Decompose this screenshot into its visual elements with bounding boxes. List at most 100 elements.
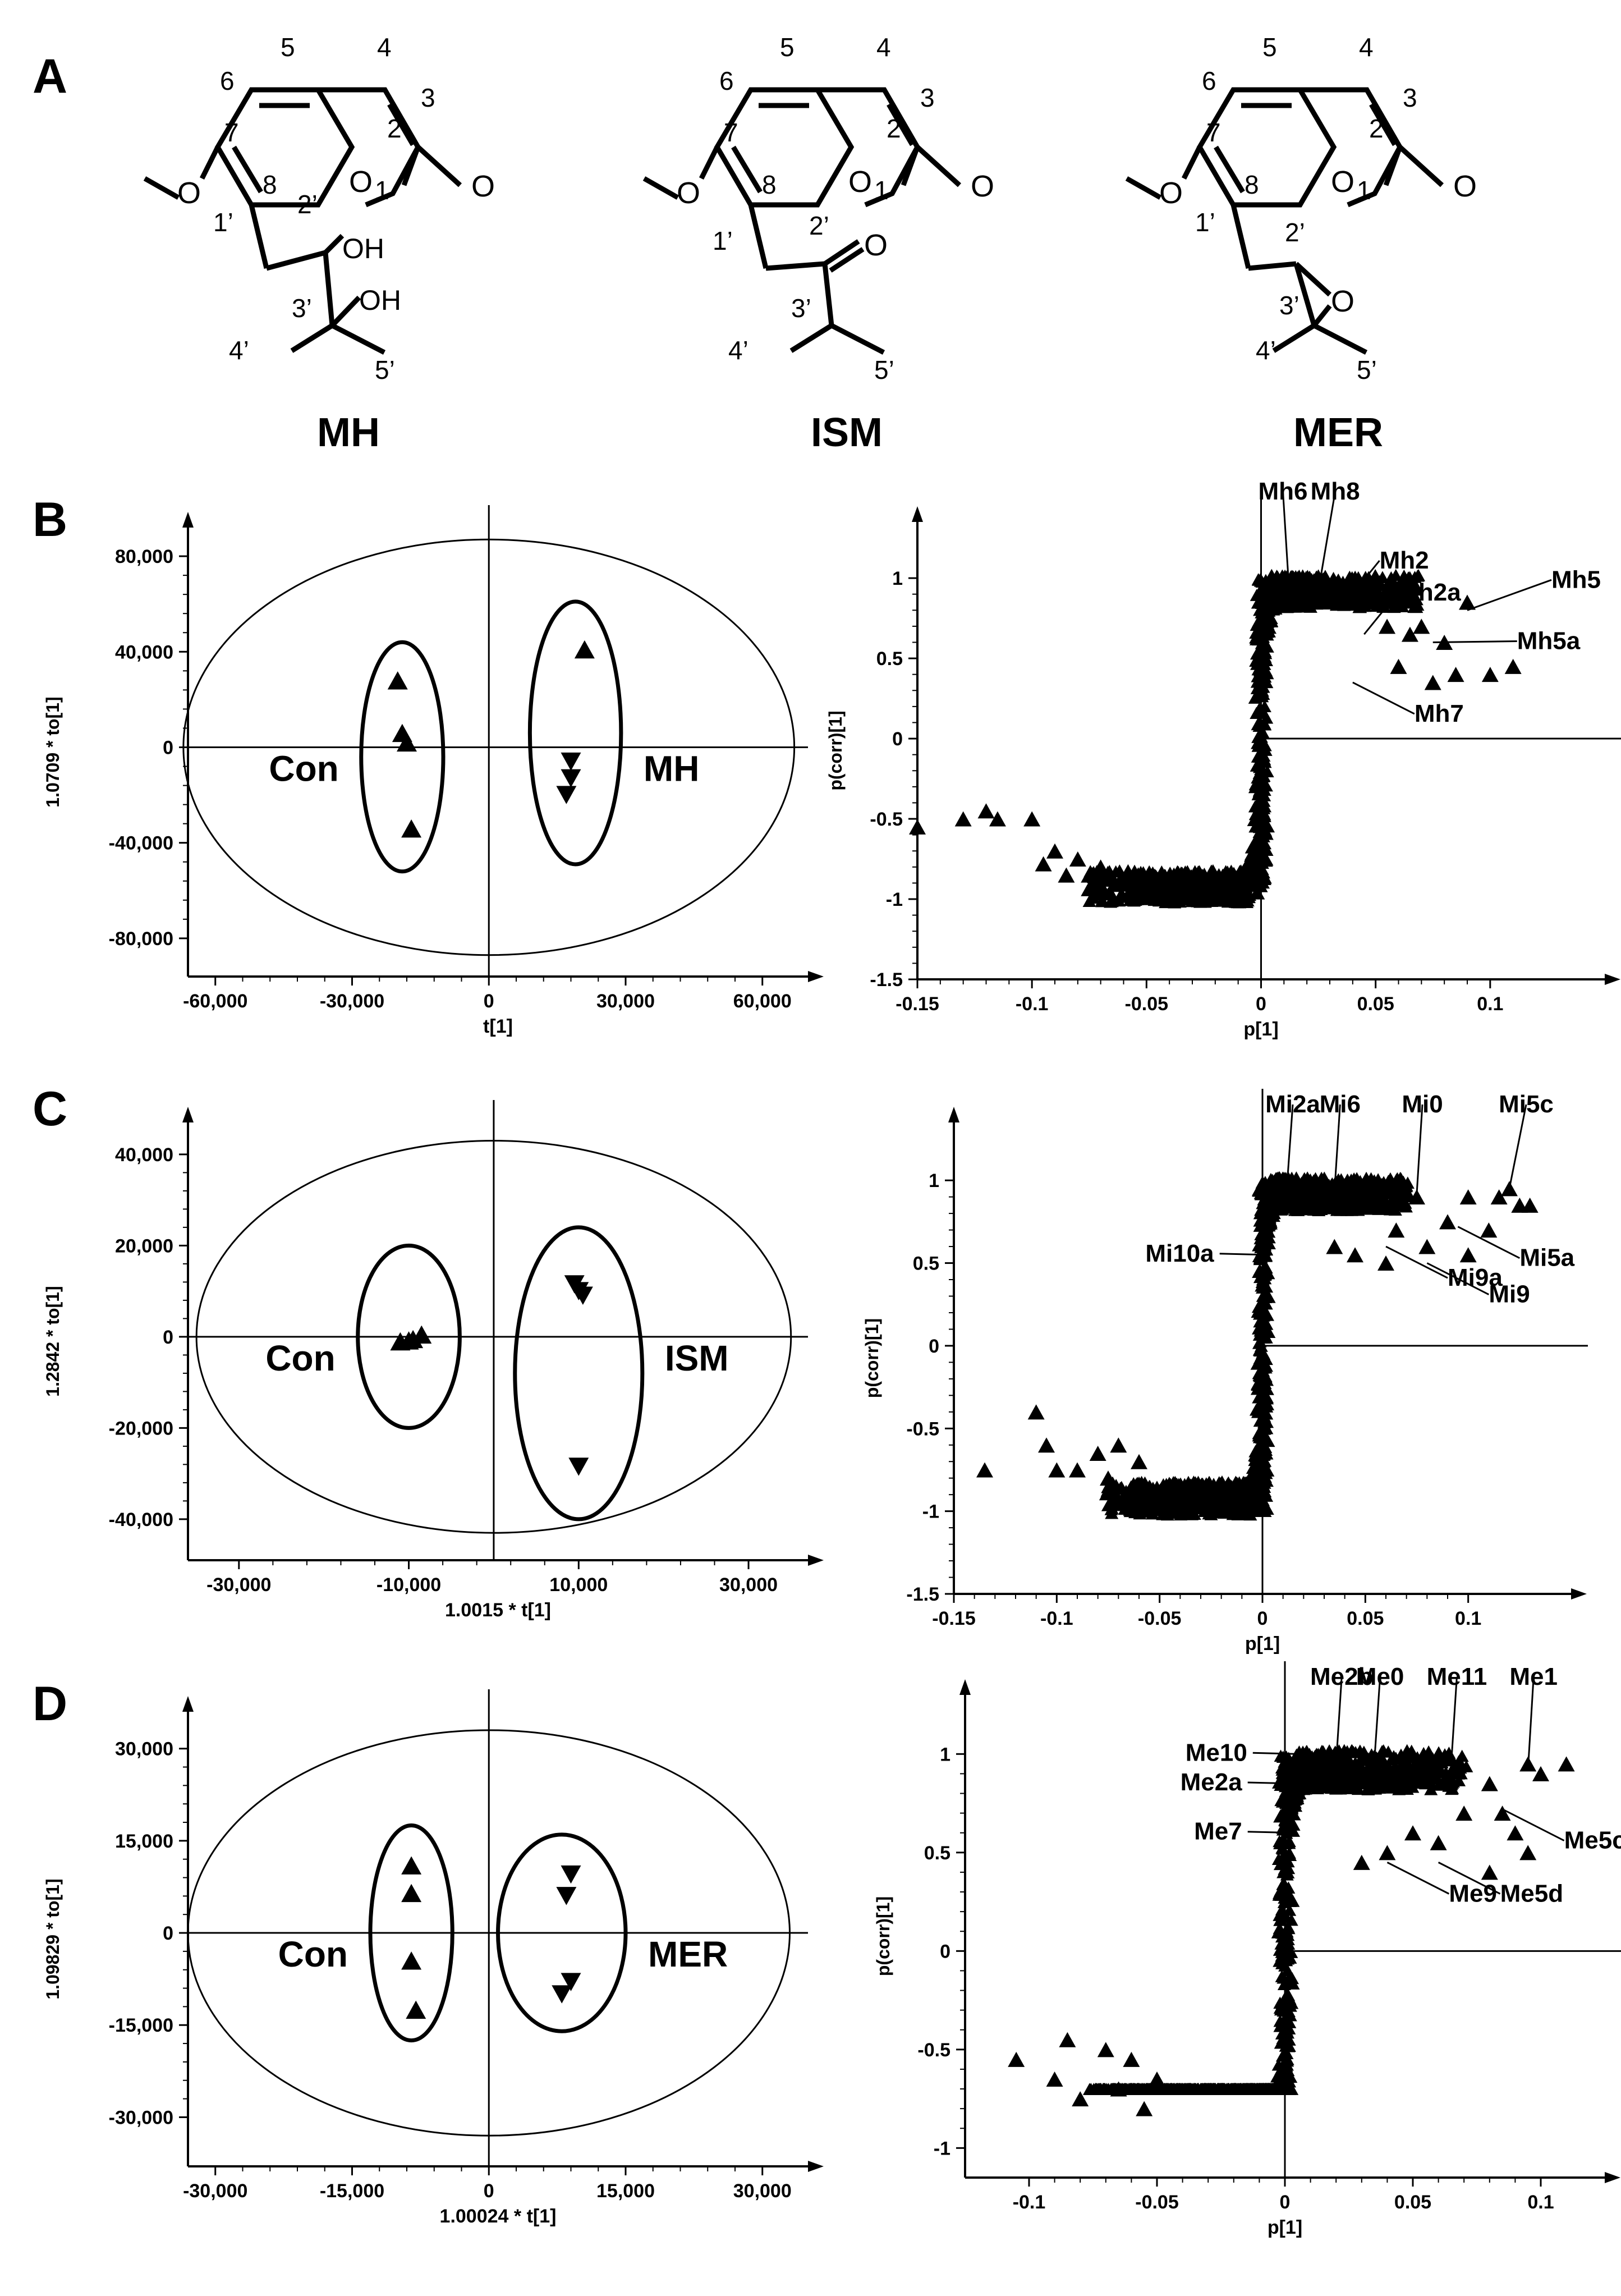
data-point — [1417, 1747, 1431, 1759]
data-point — [1213, 1493, 1227, 1506]
annotation-label: Mh5a — [1517, 627, 1581, 654]
panel-label-a: A — [33, 49, 67, 103]
data-point — [556, 1887, 577, 1905]
hotelling-ellipse — [195, 1140, 792, 1534]
mh-oh-2: OH — [359, 285, 401, 316]
data-point — [1435, 1756, 1449, 1768]
x-axis-label: 1.0015 * t[1] — [445, 1600, 551, 1621]
y-tick-label: 1 — [892, 568, 903, 589]
data-point — [1390, 658, 1407, 674]
mh-num-3: 3 — [421, 83, 435, 112]
data-point — [1413, 618, 1430, 634]
annotation-label: Me2b — [1310, 1663, 1373, 1690]
point-cloud — [1082, 1744, 1473, 2095]
x-axis-label: 1.00024 * t[1] — [440, 2206, 557, 2227]
chart-d-s-plot: -0.1 -0.05 0 0.05 0.1-1-0.500.51p[1]p(corr)[… — [873, 1661, 1621, 2238]
data-point — [1126, 1493, 1140, 1506]
data-point — [1347, 1247, 1363, 1263]
data-point — [1244, 1477, 1258, 1490]
data-point — [1255, 863, 1269, 875]
data-point — [574, 640, 595, 659]
x-tick-label: -0.15 — [896, 993, 939, 1015]
data-point — [1390, 598, 1404, 611]
mh-num-2: 2 — [387, 114, 402, 143]
data-point — [1273, 1190, 1287, 1202]
data-point — [1283, 580, 1297, 593]
x-tick-label: 0.05 — [1347, 1608, 1384, 1629]
data-point — [1270, 591, 1284, 604]
data-point — [1340, 1204, 1354, 1216]
data-point — [1409, 1755, 1423, 1768]
data-point — [1283, 1904, 1297, 1916]
ism-num-1: 1 — [874, 176, 889, 205]
data-point — [1455, 1805, 1473, 1821]
data-point — [1328, 1202, 1342, 1215]
data-point — [1307, 595, 1321, 607]
annotation-label: Mi5a — [1519, 1244, 1574, 1272]
data-point — [1160, 1508, 1174, 1521]
data-point — [1099, 1488, 1113, 1501]
data-point — [1278, 594, 1292, 606]
annotation-label: Mh6 — [1259, 478, 1308, 505]
x-tick-label: -0.05 — [1125, 993, 1169, 1015]
data-point — [1432, 1746, 1446, 1758]
data-point — [1253, 1335, 1267, 1348]
y-tick-label: -1.5 — [906, 1584, 939, 1605]
data-point — [1038, 1437, 1055, 1453]
mer-label-3p: 3’ — [1279, 291, 1299, 320]
data-point — [1252, 784, 1266, 796]
data-point — [1372, 1753, 1386, 1766]
data-point — [1288, 593, 1302, 606]
data-point — [1136, 2101, 1153, 2116]
mh-oh-1: OH — [342, 233, 384, 264]
molecule-mh-text: 2 3 4 5 6 7 8 1 O O O 1’ 2’ 3’ 4’ 5’ OH … — [177, 33, 495, 455]
group-ellipse — [356, 1243, 462, 1430]
data-point — [1069, 1462, 1086, 1478]
data-point — [1360, 1767, 1374, 1780]
data-point — [1048, 1462, 1066, 1478]
data-point — [1558, 1756, 1575, 1772]
data-point — [1481, 1864, 1498, 1880]
data-point — [1222, 870, 1236, 883]
data-point — [1459, 1760, 1473, 1772]
data-point — [1375, 1745, 1389, 1757]
mh-num-4: 4 — [377, 33, 392, 62]
chart-b-s-plot: -0.15 -0.1 -0.05 0 0.05 0.1-1.5-1-0.500.51p[1… — [825, 478, 1621, 1040]
x-axis-arrow — [808, 971, 824, 982]
data-point — [1282, 1862, 1296, 1875]
x-tick-label: -30,000 — [206, 1574, 271, 1596]
data-point — [1424, 675, 1441, 690]
data-point — [1104, 887, 1118, 900]
group-ellipse — [513, 1225, 645, 1521]
y-axis-label: 1.09829 * to[1] — [43, 1878, 63, 1999]
data-point — [1326, 1239, 1343, 1254]
data-point — [1258, 872, 1272, 884]
data-point — [1335, 1190, 1349, 1203]
annotation-label: Mh8 — [1311, 478, 1360, 505]
data-point — [1344, 1746, 1358, 1758]
data-point — [1257, 1234, 1271, 1247]
annotation-leader — [1450, 1676, 1458, 1764]
data-point — [387, 671, 408, 690]
data-point — [1069, 851, 1086, 867]
data-point — [1279, 1942, 1293, 1955]
ism-num-5: 5 — [780, 33, 795, 62]
data-point — [1412, 1762, 1426, 1775]
annotation-leader — [1426, 1262, 1490, 1295]
data-point — [1362, 1776, 1376, 1789]
data-point — [1230, 1492, 1244, 1505]
x-tick-label: 0.05 — [1357, 993, 1394, 1015]
x-tick-label: 0 — [1280, 2192, 1291, 2213]
data-point — [1377, 1255, 1394, 1271]
x-tick-label: -30,000 — [183, 2180, 247, 2202]
data-point — [1260, 1400, 1274, 1413]
data-point — [1137, 887, 1151, 899]
data-point — [1253, 832, 1268, 845]
data-point — [1256, 1281, 1270, 1294]
data-point — [1114, 1481, 1128, 1493]
data-point — [1379, 1772, 1393, 1785]
mh-num-5: 5 — [281, 33, 295, 62]
annotation-leader — [1467, 579, 1552, 611]
y-tick-label: 40,000 — [115, 641, 173, 663]
chart-d-scores-plot: -30,000 -15,000 0 15,000 30,000-30,000-15,00… — [43, 1689, 824, 2227]
